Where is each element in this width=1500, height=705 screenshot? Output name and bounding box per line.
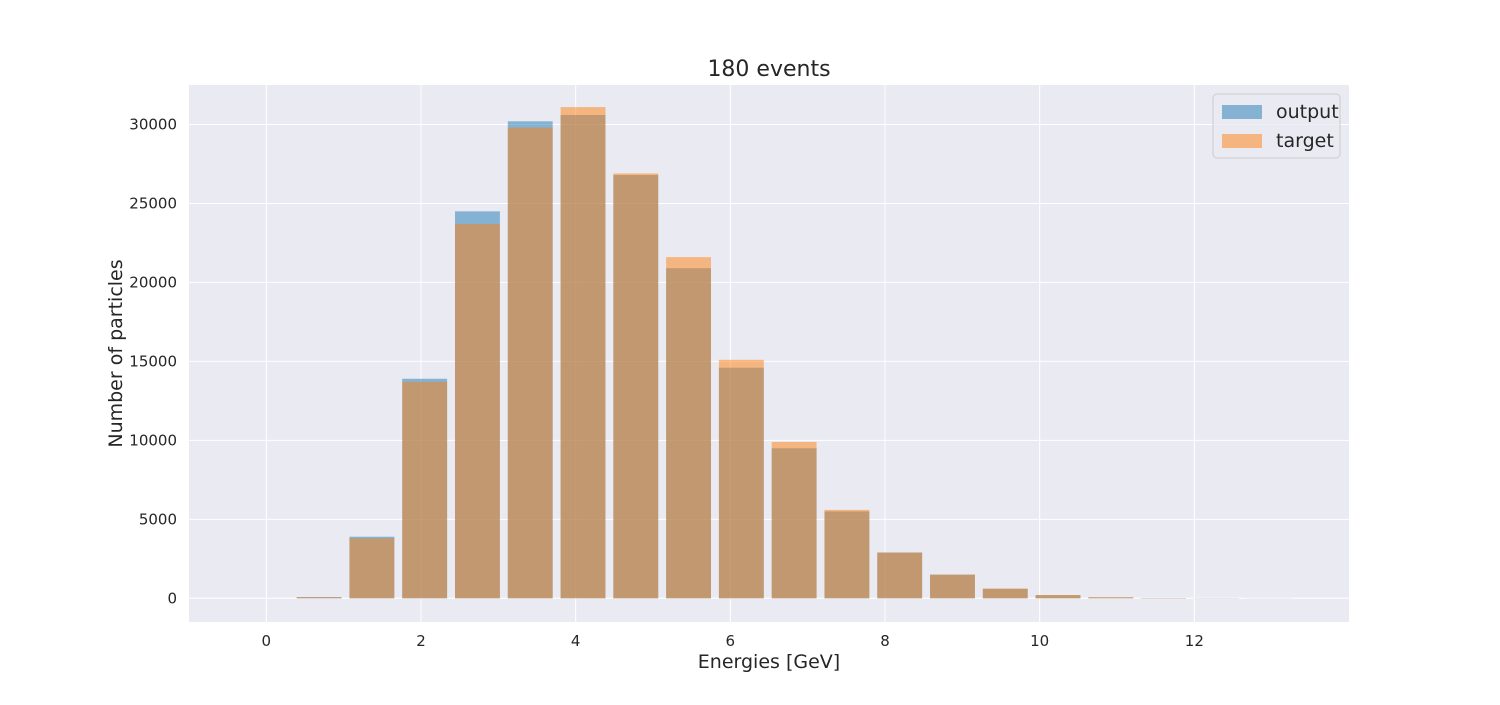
legend-swatch-target <box>1222 134 1262 148</box>
bar-target <box>666 257 711 598</box>
bar-target <box>772 442 817 598</box>
y-tick-label: 30000 <box>129 115 177 133</box>
y-tick-label: 15000 <box>129 352 177 370</box>
bar-target <box>613 173 658 598</box>
x-tick-label: 10 <box>1030 632 1049 650</box>
x-tick-label: 8 <box>880 632 890 650</box>
x-tick-label: 0 <box>262 632 272 650</box>
bar-target <box>930 575 975 599</box>
y-tick-label: 5000 <box>139 510 177 528</box>
chart-title: 180 events <box>707 57 830 82</box>
bar-target <box>1036 595 1081 598</box>
legend-swatch-output <box>1222 105 1262 119</box>
bar-target <box>719 360 764 598</box>
bar-target <box>297 597 342 598</box>
x-tick-labels: 0 2 4 6 8 10 12 <box>262 632 1204 650</box>
bar-target <box>877 553 922 599</box>
bar-target <box>402 382 447 598</box>
bar-target <box>349 538 394 598</box>
bar-target <box>983 589 1028 599</box>
legend-label-output: output <box>1276 101 1339 123</box>
bar-target <box>455 224 500 598</box>
y-tick-labels: 0 5000 10000 15000 20000 25000 30000 <box>129 115 177 607</box>
bar-target <box>508 128 553 599</box>
x-axis-label: Energies [GeV] <box>698 651 840 673</box>
y-tick-label: 20000 <box>129 273 177 291</box>
x-tick-label: 4 <box>571 632 581 650</box>
x-tick-label: 12 <box>1185 632 1204 650</box>
bar-target <box>824 510 869 598</box>
bar-target <box>561 107 606 598</box>
x-tick-label: 6 <box>726 632 736 650</box>
y-tick-label: 0 <box>167 589 177 607</box>
legend-label-target: target <box>1276 130 1334 152</box>
y-tick-label: 10000 <box>129 431 177 449</box>
x-tick-label: 2 <box>416 632 426 650</box>
y-axis-label: Number of particles <box>105 259 127 447</box>
legend: output target <box>1213 94 1340 158</box>
y-tick-label: 25000 <box>129 194 177 212</box>
bar-target <box>1088 597 1133 598</box>
